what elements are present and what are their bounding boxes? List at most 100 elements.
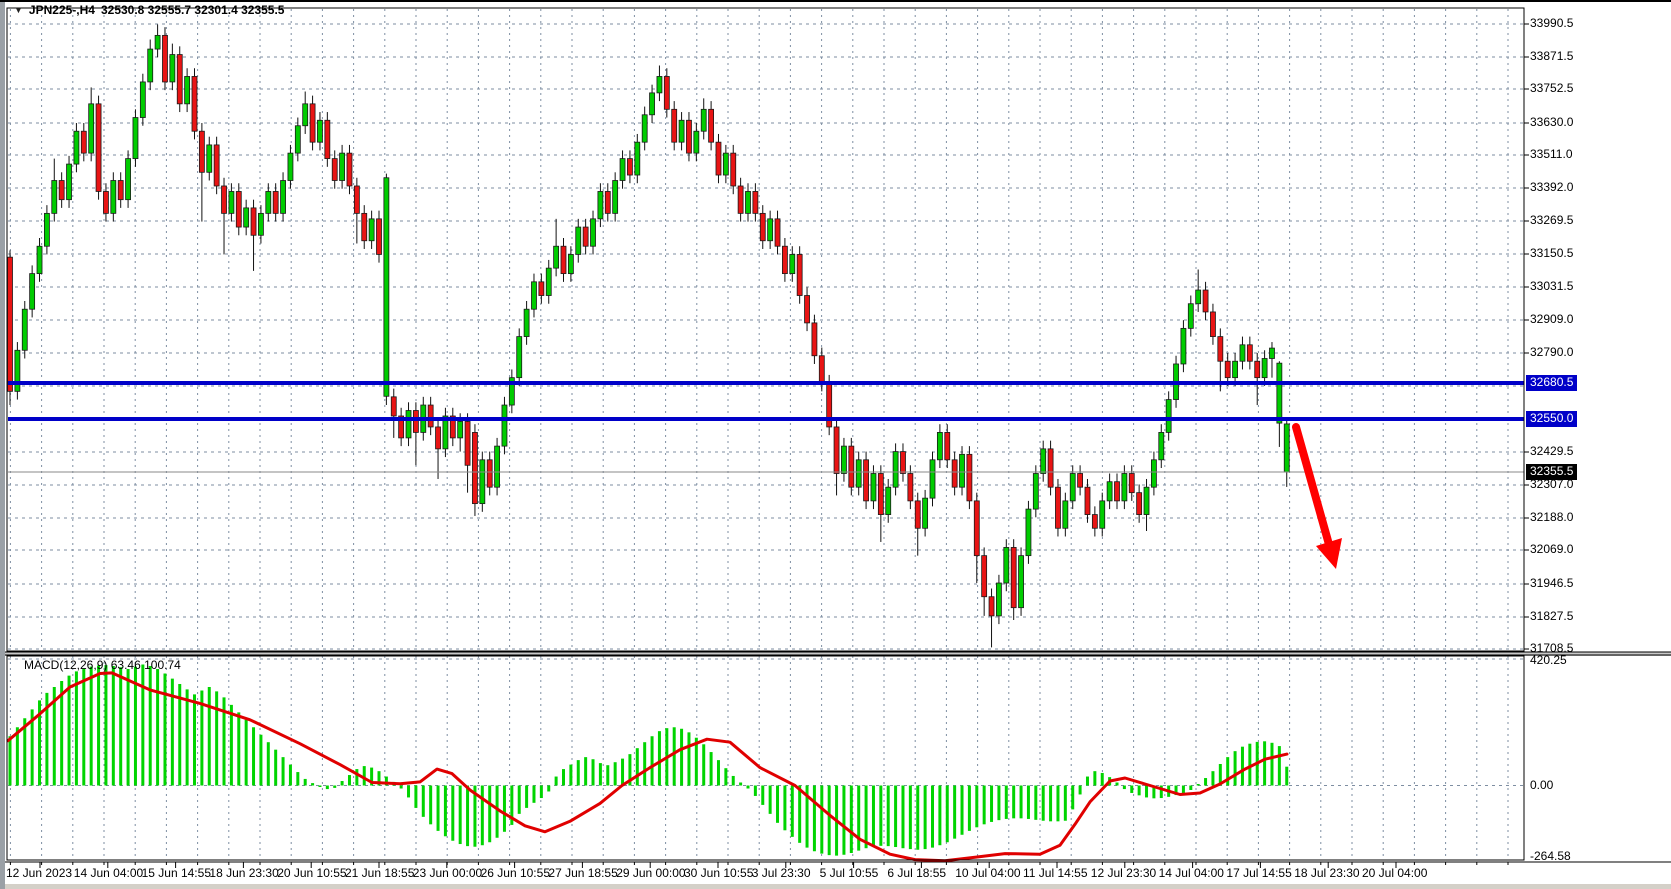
- candle-bull[interactable]: [14, 349, 21, 392]
- candle-bear[interactable]: [1084, 486, 1091, 515]
- candle-bull[interactable]: [789, 254, 796, 275]
- candle-bull[interactable]: [51, 180, 58, 214]
- candle-bear[interactable]: [863, 459, 869, 502]
- candle-bull[interactable]: [29, 273, 36, 310]
- candle-bear[interactable]: [272, 191, 279, 214]
- candle-bull[interactable]: [457, 421, 464, 439]
- candle-bull[interactable]: [612, 180, 619, 214]
- candle-bull[interactable]: [1195, 289, 1202, 305]
- candle-bull[interactable]: [405, 410, 412, 439]
- candle-bull[interactable]: [1121, 473, 1128, 502]
- candle-bull[interactable]: [1062, 500, 1069, 529]
- candle-bear[interactable]: [309, 103, 316, 143]
- candle-bear[interactable]: [796, 254, 803, 296]
- candle-bull[interactable]: [36, 245, 43, 275]
- candle-bear[interactable]: [966, 453, 973, 502]
- candle-bull[interactable]: [929, 459, 936, 499]
- candle-bear[interactable]: [1010, 547, 1017, 609]
- candle-bear[interactable]: [833, 426, 840, 474]
- candle-bull[interactable]: [383, 177, 390, 397]
- candle-bull[interactable]: [1239, 344, 1246, 362]
- candle-bear[interactable]: [737, 185, 744, 214]
- candle-bull[interactable]: [1018, 555, 1024, 609]
- candle-bear[interactable]: [376, 218, 382, 255]
- candle-bear[interactable]: [191, 76, 198, 132]
- candle-bull[interactable]: [545, 267, 552, 296]
- candle-bull[interactable]: [206, 144, 213, 173]
- candle-bear[interactable]: [449, 415, 456, 439]
- candle-bear[interactable]: [221, 185, 227, 214]
- candle-bull[interactable]: [767, 218, 774, 242]
- candle-bear[interactable]: [80, 130, 87, 154]
- candle-bull[interactable]: [634, 141, 641, 176]
- candle-bull[interactable]: [154, 34, 161, 50]
- candle-bull[interactable]: [870, 473, 877, 502]
- candle-bear[interactable]: [1128, 473, 1135, 494]
- down-arrow-head[interactable]: [1316, 538, 1342, 569]
- candle-bear[interactable]: [117, 180, 124, 201]
- candle-bear[interactable]: [715, 141, 722, 176]
- candle-bull[interactable]: [575, 226, 582, 255]
- candle-bull[interactable]: [745, 191, 751, 214]
- candle-bear[interactable]: [663, 76, 670, 110]
- candle-bear[interactable]: [427, 404, 434, 428]
- candle-bear[interactable]: [472, 432, 478, 505]
- candle-bear[interactable]: [1047, 448, 1054, 488]
- candle-bear[interactable]: [1055, 486, 1061, 529]
- candle-bull[interactable]: [243, 207, 250, 228]
- candle-bull[interactable]: [280, 180, 286, 214]
- candle-bear[interactable]: [250, 207, 257, 236]
- candle-bear[interactable]: [1254, 360, 1261, 379]
- candle-bear[interactable]: [213, 144, 220, 187]
- candle-bear[interactable]: [464, 421, 471, 466]
- down-arrow-shaft[interactable]: [1292, 423, 1334, 552]
- candle-bear[interactable]: [1077, 473, 1083, 488]
- candle-bull[interactable]: [523, 308, 530, 337]
- candle-bull[interactable]: [1232, 360, 1238, 379]
- candle-bear[interactable]: [686, 119, 692, 154]
- candle-bull[interactable]: [125, 158, 131, 201]
- candle-bear[interactable]: [331, 158, 338, 181]
- chevron-down-icon[interactable]: ▼: [14, 5, 23, 15]
- candle-bull[interactable]: [567, 254, 574, 275]
- candle-bull[interactable]: [508, 377, 515, 406]
- candle-bull[interactable]: [169, 54, 176, 83]
- candle-bear[interactable]: [346, 152, 353, 187]
- candle-bull[interactable]: [590, 218, 596, 247]
- candle-bear[interactable]: [235, 191, 242, 228]
- candle-bear[interactable]: [95, 103, 102, 192]
- candle-bull[interactable]: [147, 48, 154, 83]
- candle-bear[interactable]: [486, 459, 493, 488]
- candle-bear[interactable]: [361, 212, 368, 242]
- candle-bull[interactable]: [885, 486, 892, 515]
- candle-bull[interactable]: [132, 117, 139, 160]
- candle-bull[interactable]: [494, 445, 500, 488]
- candle-bear[interactable]: [103, 191, 109, 214]
- candle-bear[interactable]: [848, 445, 855, 488]
- candle-bull[interactable]: [700, 108, 707, 132]
- candle-bull[interactable]: [936, 432, 943, 461]
- candle-bull[interactable]: [442, 415, 449, 450]
- candle-bear[interactable]: [162, 34, 168, 83]
- candle-bear[interactable]: [782, 245, 788, 275]
- candle-bear[interactable]: [1136, 492, 1143, 515]
- candle-bull[interactable]: [1187, 303, 1194, 329]
- candle-bear[interactable]: [907, 473, 914, 502]
- candle-bear[interactable]: [412, 410, 419, 433]
- candle-bull[interactable]: [1180, 327, 1187, 365]
- candle-bear[interactable]: [604, 191, 611, 214]
- candle-bull[interactable]: [1143, 486, 1150, 515]
- candle-bull[interactable]: [258, 212, 264, 236]
- candle-bull[interactable]: [1158, 432, 1165, 461]
- candle-bull[interactable]: [678, 119, 685, 143]
- candle-bear[interactable]: [708, 108, 714, 143]
- candle-bull[interactable]: [996, 582, 1002, 617]
- candle-bear[interactable]: [877, 473, 884, 515]
- candle-bull[interactable]: [184, 76, 191, 105]
- candle-bear[interactable]: [435, 426, 441, 450]
- candle-bear[interactable]: [58, 180, 65, 201]
- candle-bull[interactable]: [841, 445, 847, 474]
- candle-bull[interactable]: [294, 125, 301, 154]
- candle-bull[interactable]: [641, 114, 648, 143]
